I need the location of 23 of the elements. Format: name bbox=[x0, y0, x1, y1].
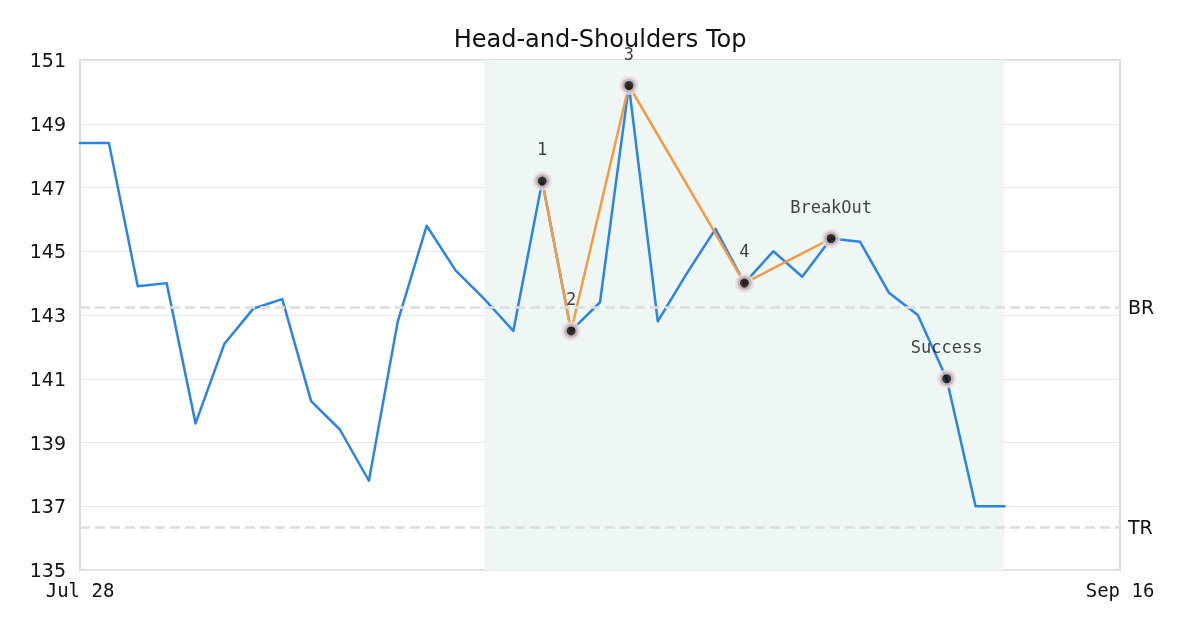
point bbox=[734, 273, 754, 293]
y-tick-label: 137 bbox=[29, 495, 66, 518]
y-tick-label: 141 bbox=[29, 367, 66, 390]
point bbox=[619, 76, 639, 95]
x-tick-label: Jul 28 bbox=[45, 578, 115, 601]
annotation: 1 bbox=[537, 139, 548, 160]
y-tick-label: 135 bbox=[29, 559, 66, 581]
annotation: BreakOut bbox=[790, 196, 873, 217]
point bbox=[821, 229, 841, 248]
y-tick-label: 151 bbox=[29, 49, 66, 71]
point bbox=[937, 369, 957, 389]
y-tick-label: 147 bbox=[29, 176, 66, 199]
x-tick-label: Sep 16 bbox=[1085, 578, 1155, 601]
y-tick-label: 139 bbox=[29, 431, 66, 454]
point bbox=[532, 171, 552, 191]
y-tick-label: 143 bbox=[29, 304, 66, 326]
y-tick-label: 145 bbox=[29, 240, 66, 263]
y-tick-label: 149 bbox=[29, 112, 66, 135]
ref-line-label: BR bbox=[1128, 296, 1155, 319]
annotation: 4 bbox=[739, 241, 750, 262]
ref-line-label: TR bbox=[1127, 515, 1153, 538]
point bbox=[561, 321, 581, 341]
annotation: 2 bbox=[565, 288, 577, 309]
